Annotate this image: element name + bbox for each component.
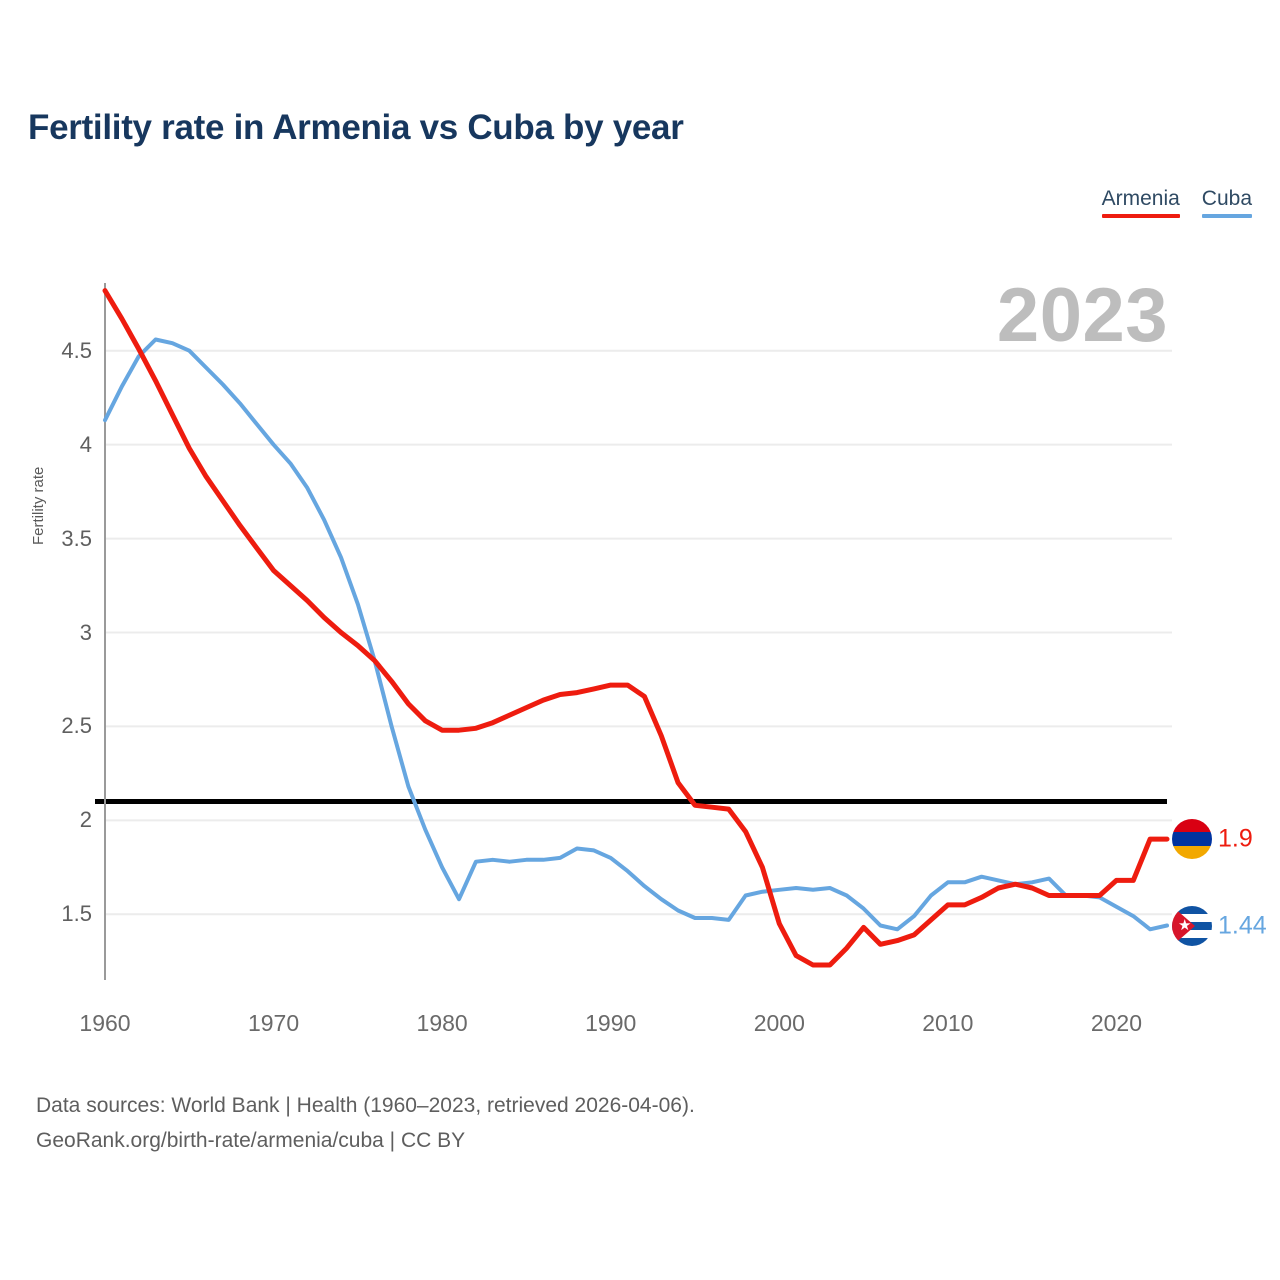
y-axis-tick-label: 1.5 (61, 901, 92, 927)
x-axis-tick-label: 1970 (247, 1010, 300, 1036)
x-axis-tick-label: 2010 (922, 1010, 974, 1036)
y-axis-tick-label: 3 (79, 619, 92, 645)
chart-legend: Armenia Cuba (1101, 186, 1252, 218)
y-axis-tick-label: 2 (79, 807, 92, 833)
page-title: Fertility rate in Armenia vs Cuba by yea… (28, 108, 684, 147)
x-axis-tick-label: 2020 (1090, 1010, 1143, 1036)
end-value-armenia: 1.9 (1218, 824, 1253, 853)
legend-item-armenia[interactable]: Armenia (1101, 186, 1180, 218)
x-axis-tick-label: 2000 (753, 1010, 805, 1036)
y-axis-tick-label: 2.5 (61, 713, 92, 739)
footer-sources: Data sources: World Bank | Health (1960–… (36, 1088, 695, 1158)
legend-item-cuba[interactable]: Cuba (1201, 186, 1252, 218)
legend-swatch-cuba (1201, 214, 1252, 218)
y-axis-tick-label: 4.5 (61, 337, 92, 363)
x-axis-tick-label: 1990 (585, 1010, 637, 1036)
y-axis-tick-label: 3.5 (61, 525, 92, 551)
legend-swatch-armenia (1101, 214, 1180, 218)
footer-line-1: Data sources: World Bank | Health (1960–… (36, 1094, 695, 1117)
grid-lines (105, 349, 1172, 916)
y-axis-tick-label: 4 (79, 431, 92, 457)
footer-line-2: GeoRank.org/birth-rate/armenia/cuba | CC… (36, 1129, 466, 1152)
end-value-cuba: 1.44 (1218, 911, 1267, 940)
legend-label-armenia: Armenia (1101, 187, 1180, 210)
legend-label-cuba: Cuba (1201, 187, 1252, 210)
x-axis-tick-label: 1960 (79, 1010, 131, 1036)
year-watermark: 2023 (996, 273, 1168, 358)
x-axis-tick-label: 1980 (416, 1010, 468, 1036)
armenia-flag-icon (1172, 819, 1212, 860)
series-line-armenia (102, 288, 1170, 968)
cuba-flag-icon: ★ (1172, 905, 1212, 946)
series-line-cuba (103, 337, 1169, 932)
